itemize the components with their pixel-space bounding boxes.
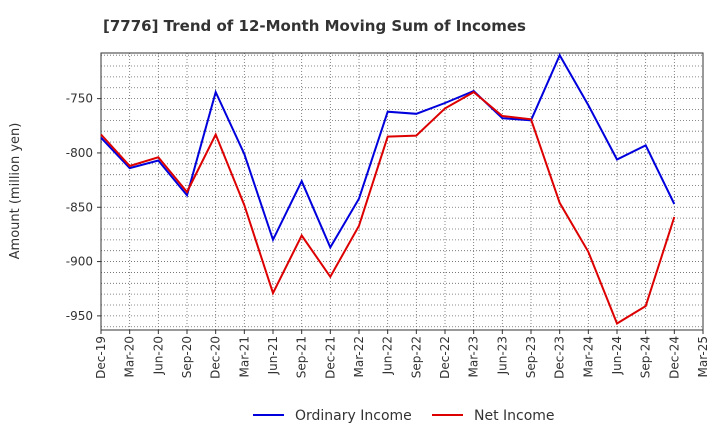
x-tick-label: Mar-24 xyxy=(581,336,595,377)
y-tick-label: -800 xyxy=(66,146,93,160)
x-tick-label: Dec-20 xyxy=(209,336,223,379)
series-group xyxy=(100,52,676,325)
x-tick-label: Mar-20 xyxy=(123,336,137,377)
y-axis: -750 -800 -850 -900 -950 xyxy=(66,92,101,323)
x-tick-label: Dec-22 xyxy=(438,336,452,379)
legend-label-net-income: Net Income xyxy=(474,408,555,424)
x-tick-label: Dec-19 xyxy=(94,336,108,379)
x-tick-label: Mar-25 xyxy=(696,336,710,377)
grid xyxy=(100,53,704,330)
x-tick-label: Mar-23 xyxy=(467,336,481,377)
x-tick-label: Jun-23 xyxy=(495,336,509,375)
plot-frame xyxy=(100,52,704,331)
y-tick-label: -750 xyxy=(66,92,93,106)
chart-title: [7776] Trend of 12-Month Moving Sum of I… xyxy=(103,17,526,35)
legend-label-ordinary-income: Ordinary Income xyxy=(295,408,412,424)
series-line-ordinary-income xyxy=(100,52,676,250)
series-line-net-income xyxy=(100,90,676,325)
x-tick-label: Jun-21 xyxy=(266,336,280,375)
x-tick-label: Sep-23 xyxy=(524,336,538,378)
y-tick-label: -850 xyxy=(66,200,93,214)
y-axis-label: Amount (million yen) xyxy=(8,123,23,260)
x-axis: Dec-19 Mar-20 Jun-20 Sep-20 Dec-20 Mar-21 Jun-… xyxy=(94,330,710,379)
x-tick-label: Jun-20 xyxy=(151,336,165,375)
x-tick-label: Sep-20 xyxy=(180,336,194,378)
x-tick-label: Jun-22 xyxy=(381,336,395,375)
x-tick-label: Sep-22 xyxy=(409,336,423,378)
x-tick-label: Sep-21 xyxy=(295,336,309,378)
x-tick-label: Mar-22 xyxy=(352,336,366,377)
y-tick-label: -900 xyxy=(66,255,93,269)
x-tick-label: Jun-24 xyxy=(610,336,624,375)
legend: Ordinary Income Net Income xyxy=(253,408,555,424)
x-tick-label: Sep-24 xyxy=(639,336,653,378)
x-tick-label: Dec-24 xyxy=(667,336,681,379)
x-tick-label: Mar-21 xyxy=(237,336,251,377)
x-tick-label: Dec-21 xyxy=(323,336,337,379)
y-tick-label: -950 xyxy=(66,309,93,323)
x-tick-label: Dec-23 xyxy=(553,336,567,379)
